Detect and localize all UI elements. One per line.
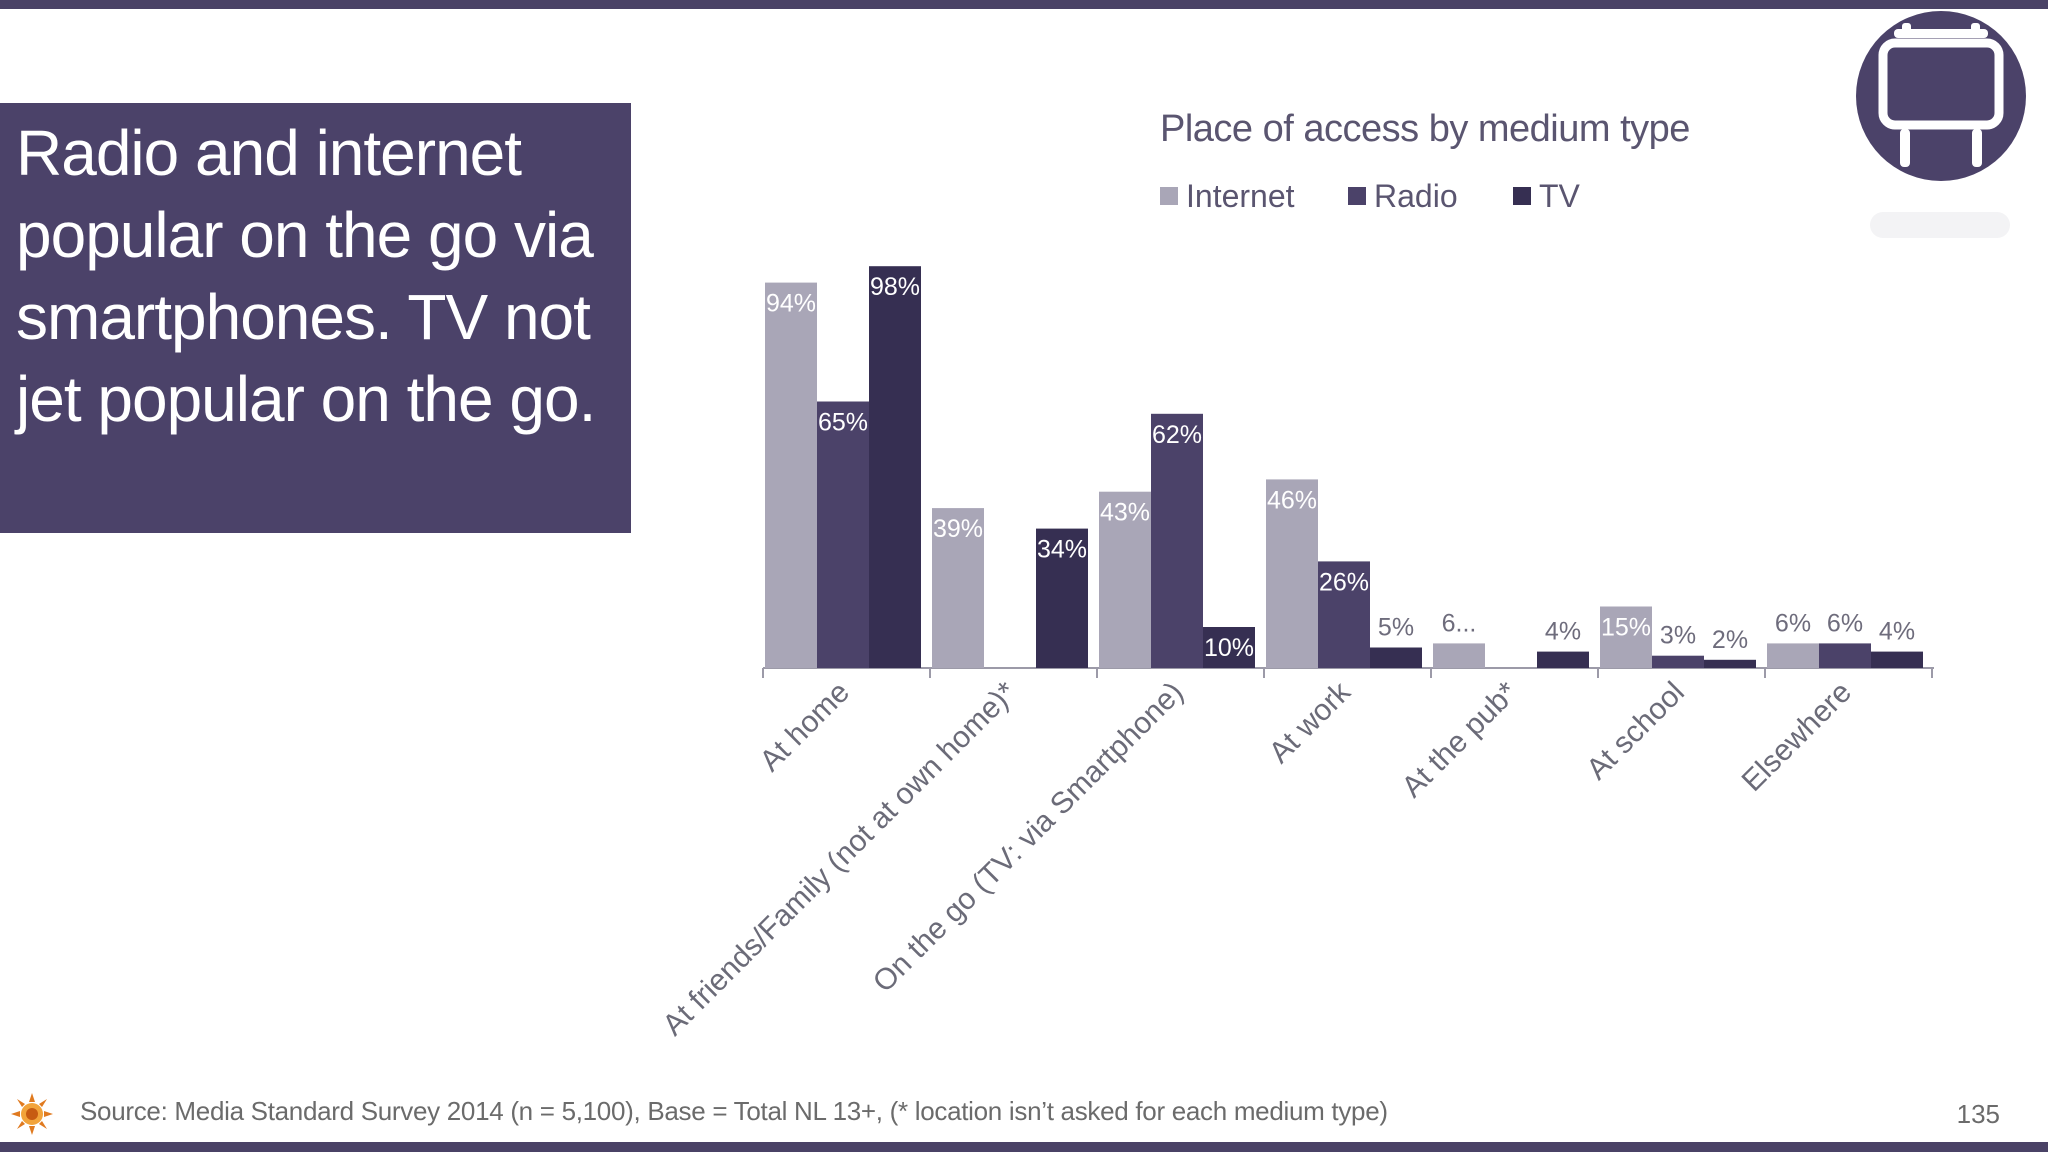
category-label: Elsewhere bbox=[1736, 676, 1858, 798]
bar-internet-2 bbox=[1099, 491, 1151, 668]
bar-radio-5 bbox=[1652, 655, 1704, 668]
data-label: 26% bbox=[1319, 568, 1369, 596]
data-label: 6% bbox=[1827, 609, 1863, 637]
data-label: 62% bbox=[1152, 421, 1202, 449]
legend-item-radio: Radio bbox=[1348, 178, 1458, 215]
bar-radio-6 bbox=[1819, 643, 1871, 668]
bar-tv-1 bbox=[1036, 528, 1088, 668]
data-label: 6% bbox=[1775, 609, 1811, 637]
data-label: 39% bbox=[933, 515, 983, 543]
category-label: At work bbox=[1263, 675, 1358, 770]
data-label: 10% bbox=[1204, 634, 1254, 662]
data-label: 3% bbox=[1660, 622, 1696, 650]
legend-label-tv: TV bbox=[1539, 178, 1580, 214]
category-label: At the pub* bbox=[1396, 675, 1525, 804]
headline-box bbox=[0, 103, 631, 533]
slide-headline: Radio and internet popular on the go via… bbox=[16, 117, 596, 435]
bar-chart: 94% 39% 43% 46% 6... 15% 6% 65% 62% 26% 3% 6% 98% 34%… bbox=[657, 266, 1934, 1042]
bar-internet-0 bbox=[765, 282, 817, 668]
bar-tv-4 bbox=[1537, 651, 1589, 668]
bar-internet-3 bbox=[1266, 479, 1318, 668]
data-label: 65% bbox=[818, 409, 868, 437]
legend-item-tv: TV bbox=[1513, 178, 1580, 215]
data-label: 43% bbox=[1100, 499, 1150, 527]
category-label: At friends/Family (not at own home)* bbox=[657, 675, 1024, 1042]
data-label: 94% bbox=[766, 290, 816, 318]
legend-item-internet: Internet bbox=[1160, 178, 1295, 215]
bar-tv-3 bbox=[1370, 647, 1422, 668]
bar-internet-5 bbox=[1600, 606, 1652, 668]
category-label: At school bbox=[1580, 676, 1691, 787]
data-label: 46% bbox=[1267, 486, 1317, 514]
legend-swatch-internet bbox=[1160, 187, 1178, 205]
bar-tv-2 bbox=[1203, 627, 1255, 668]
legend-label-internet: Internet bbox=[1186, 178, 1295, 214]
bar-tv-5 bbox=[1704, 659, 1756, 668]
footer-source: Source: Media Standard Survey 2014 (n = … bbox=[80, 1096, 1388, 1126]
legend-label-radio: Radio bbox=[1374, 178, 1458, 214]
sun-logo-icon bbox=[11, 1093, 53, 1135]
bar-tv-6 bbox=[1871, 651, 1923, 668]
data-label: 6... bbox=[1442, 609, 1477, 637]
data-label: 2% bbox=[1712, 626, 1748, 654]
bar-radio-3 bbox=[1318, 561, 1370, 668]
bar-internet-1 bbox=[932, 508, 984, 668]
legend-swatch-tv bbox=[1513, 187, 1531, 205]
bar-internet-4 bbox=[1433, 643, 1485, 668]
page-number: 135 bbox=[1956, 1099, 2000, 1129]
bar-radio-0 bbox=[817, 401, 869, 668]
category-label: On the go (TV: via Smartphone) bbox=[867, 676, 1190, 999]
billboard-badge bbox=[1856, 11, 2026, 181]
chart-title: Place of access by medium type bbox=[1160, 108, 1690, 150]
badge-shadow bbox=[1870, 212, 2010, 238]
data-label: 5% bbox=[1378, 614, 1414, 642]
bar-internet-6 bbox=[1767, 643, 1819, 668]
legend-swatch-radio bbox=[1348, 187, 1366, 205]
data-label: 34% bbox=[1037, 536, 1087, 564]
data-label: 4% bbox=[1879, 618, 1915, 646]
bar-radio-2 bbox=[1151, 413, 1203, 668]
bottom-band bbox=[0, 1142, 2048, 1152]
data-label: 98% bbox=[870, 273, 920, 301]
billboard-icon bbox=[1878, 23, 2004, 167]
data-label: 15% bbox=[1601, 614, 1651, 642]
top-band bbox=[0, 0, 2048, 9]
category-label: At home bbox=[754, 676, 856, 778]
bar-tv-0 bbox=[869, 266, 921, 668]
data-label: 4% bbox=[1545, 618, 1581, 646]
